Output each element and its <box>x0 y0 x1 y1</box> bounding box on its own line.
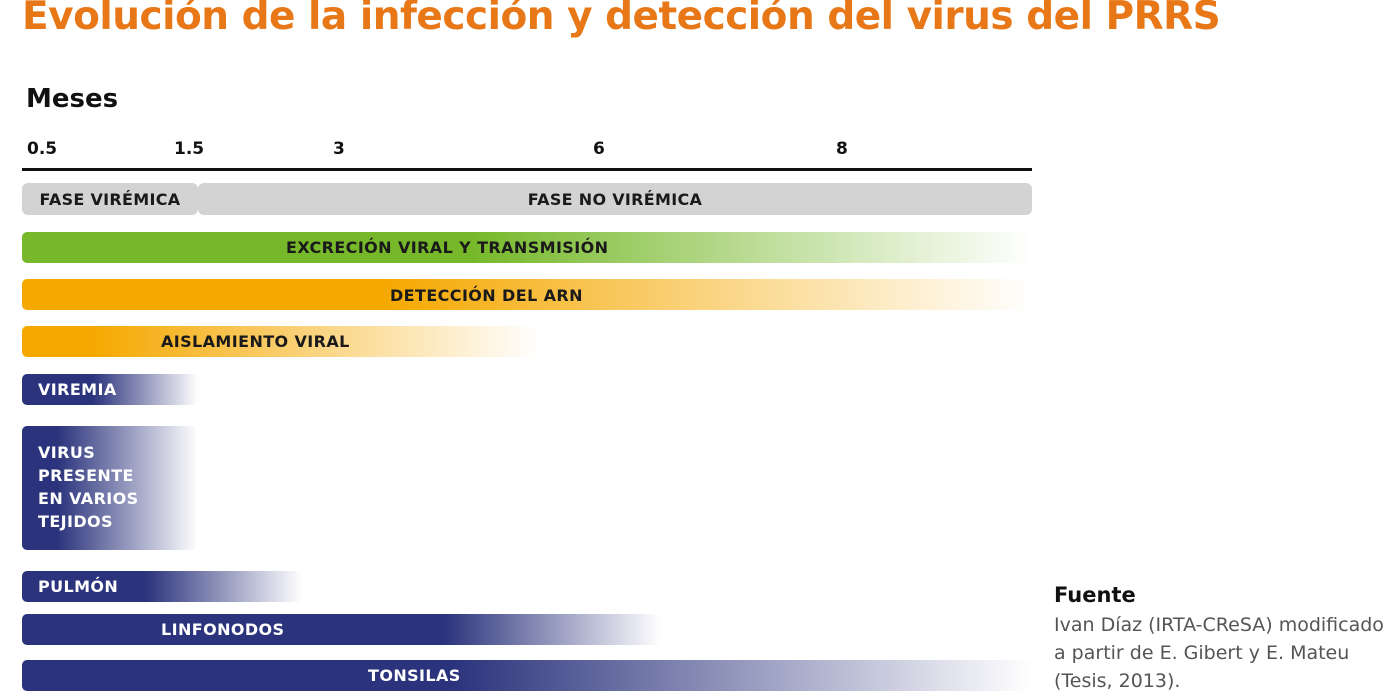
phase-non-viremic-label: FASE NO VIRÉMICA <box>527 189 703 209</box>
bar-tonsilas: TONSILAS <box>22 660 1032 691</box>
bar-virus-tejidos-label: VIRUS PRESENTE EN VARIOS TEJIDOS <box>38 443 139 531</box>
bar-deteccion-arn: DETECCIÓN DEL ARN <box>22 279 1032 310</box>
bar-virus-tejidos: VIRUS PRESENTE EN VARIOS TEJIDOS <box>22 426 198 550</box>
bar-linfonodos: LINFONODOS <box>22 614 661 645</box>
bar-excrecion-viral: EXCRECIÓN VIRAL Y TRANSMISIÓN <box>22 232 1032 263</box>
tick-label-6: 6 <box>593 139 605 159</box>
bar-pulmon: PULMÓN <box>22 571 303 602</box>
phase-viremic: FASE VIRÉMICA <box>22 183 198 215</box>
bar-aislamiento-viral-label: AISLAMIENTO VIRAL <box>161 332 350 351</box>
source-heading: Fuente <box>1054 583 1136 607</box>
tick-label-0-5: 0.5 <box>27 139 58 159</box>
bar-viremia-label: VIREMIA <box>38 380 117 399</box>
bar-tonsilas-label: TONSILAS <box>368 666 461 685</box>
chart-title: Evolución de la infección y detección de… <box>22 0 1221 39</box>
bar-excrecion-viral-label: EXCRECIÓN VIRAL Y TRANSMISIÓN <box>286 238 609 257</box>
bar-pulmon-label: PULMÓN <box>38 577 119 596</box>
tick-label-8: 8 <box>836 139 848 159</box>
x-axis-label: Meses <box>26 84 119 114</box>
axis-line <box>22 168 1032 171</box>
bar-viremia: VIREMIA <box>22 374 198 405</box>
bar-linfonodos-label: LINFONODOS <box>161 620 285 639</box>
phase-viremic-label: FASE VIRÉMICA <box>39 189 181 209</box>
source-text: Ivan Díaz (IRTA-CReSA) modificado a part… <box>1054 614 1384 692</box>
bar-aislamiento-viral: AISLAMIENTO VIRAL <box>22 326 540 357</box>
tick-label-3: 3 <box>333 139 345 159</box>
phase-non-viremic: FASE NO VIRÉMICA <box>198 183 1032 215</box>
tick-label-1-5: 1.5 <box>174 139 205 159</box>
bar-deteccion-arn-label: DETECCIÓN DEL ARN <box>390 286 583 305</box>
